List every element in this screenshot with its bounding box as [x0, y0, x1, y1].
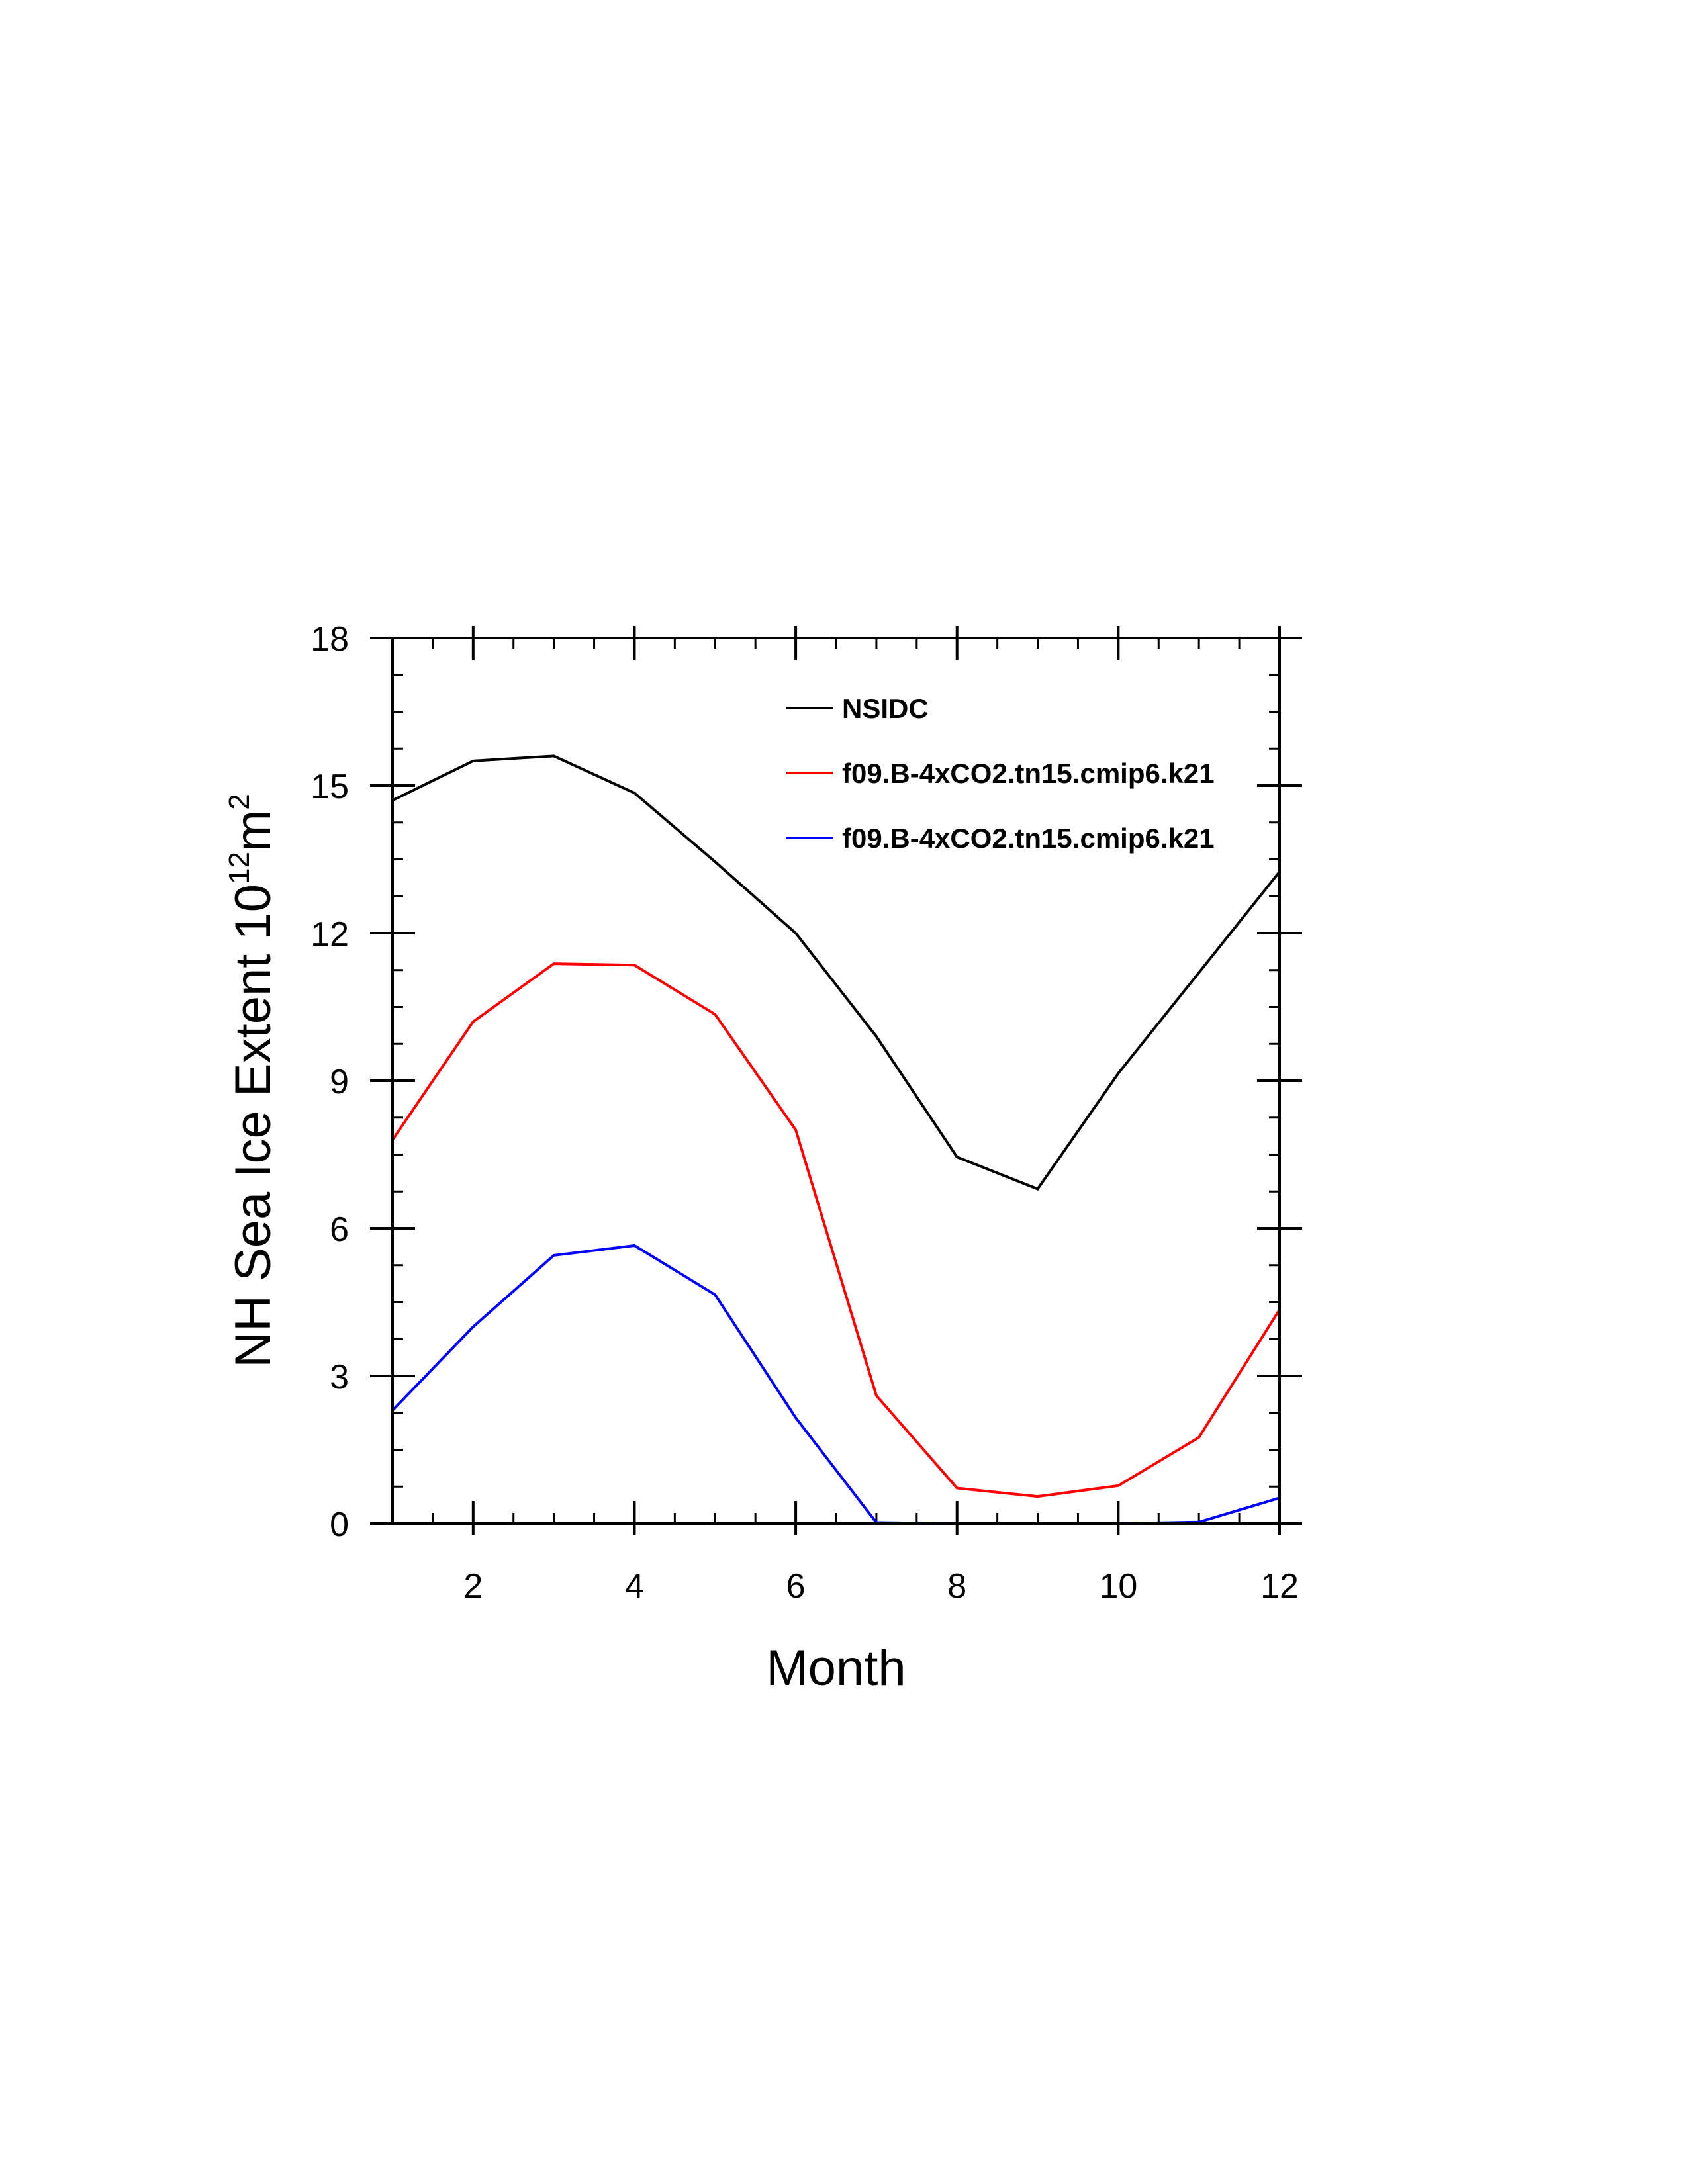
legend-label-2: f09.B-4xCO2.tn15.cmip6.k21 [842, 758, 1215, 789]
x-tick-label: 6 [786, 1567, 806, 1606]
y-tick-label: 18 [310, 620, 349, 659]
y-tick-label: 6 [330, 1210, 349, 1249]
legend-label-3: f09.B-4xCO2.tn15.cmip6.k21 [842, 823, 1215, 854]
series-line-1 [392, 754, 1281, 1191]
x-tick-label: 10 [1099, 1567, 1137, 1606]
legend-label-1: NSIDC [842, 693, 929, 724]
y-axis-title-unit: m [225, 810, 281, 852]
series-line-2 [391, 962, 1281, 1498]
y-axis-title-main: NH Sea Ice Extent 10 [225, 884, 281, 1368]
y-axis-title: NH Sea Ice Extent 1012m2 [223, 794, 281, 1368]
y-axis-title-unit-exponent: 2 [223, 794, 256, 809]
x-tick-label: 2 [463, 1567, 483, 1606]
y-tick-label: 12 [310, 915, 349, 954]
tick-labels: 2 4 6 8 10 12 0 3 6 9 12 15 18 [310, 620, 1299, 1606]
x-tick-label: 8 [947, 1567, 966, 1606]
x-axis-title: Month [766, 1640, 906, 1696]
axis-ticks [370, 626, 1302, 1535]
y-tick-label: 3 [330, 1358, 349, 1396]
x-tick-label: 4 [625, 1567, 644, 1606]
plot-frame [391, 637, 1281, 1525]
y-axis-title-exponent: 12 [223, 852, 256, 884]
y-tick-label: 9 [330, 1063, 349, 1101]
y-tick-label: 0 [330, 1506, 349, 1544]
legend: NSIDC f09.B-4xCO2.tn15.cmip6.k21 f09.B-4xC… [786, 693, 1215, 854]
y-tick-label: 15 [310, 768, 349, 806]
x-tick-label: 12 [1260, 1567, 1299, 1606]
